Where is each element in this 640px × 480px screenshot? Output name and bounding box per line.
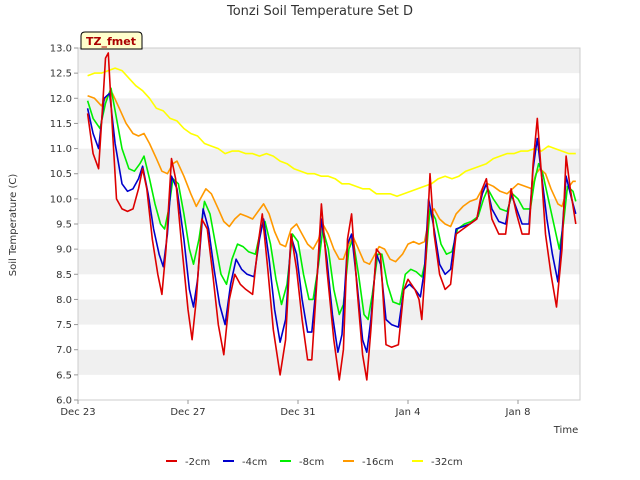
y-axis: 6.0 6.5 7.0 7.5 8.0 8.5 9.0 9.5 10.0 10.5 11.0 11.5… (50, 44, 78, 407)
y-tick-label: 13.0 (50, 44, 72, 55)
grid-band (78, 349, 580, 375)
y-tick-label: 7.5 (56, 320, 72, 331)
legend: -2cm -4cm -8cm -16cm -32cm (166, 457, 463, 468)
x-tick-label: Dec 27 (170, 407, 205, 418)
y-tick-label: 12.5 (50, 69, 72, 80)
series-line-neg2cm (86, 52, 577, 381)
y-tick-label: 12.0 (50, 94, 72, 105)
x-axis: Dec 23 Dec 27 Dec 31 Jan 4 Jan 8 (60, 400, 530, 418)
y-tick-label: 9.5 (56, 220, 72, 231)
y-tick-label: 9.0 (56, 245, 72, 256)
x-tick-label: Jan 4 (395, 407, 421, 418)
y-tick-label: 6.5 (56, 370, 72, 381)
grid-band (78, 299, 580, 325)
badge-label: TZ_fmet (86, 35, 136, 48)
x-tick-label: Jan 8 (505, 407, 531, 418)
grid-band (78, 173, 580, 199)
x-tick-label: Dec 31 (280, 407, 315, 418)
legend-label: -16cm (362, 457, 394, 468)
site-badge: TZ_fmet (80, 31, 143, 50)
legend-label: -2cm (185, 457, 210, 468)
y-tick-label: 8.0 (56, 295, 72, 306)
y-tick-label: 10.5 (50, 169, 72, 180)
y-tick-label: 6.0 (56, 396, 72, 407)
y-tick-label: 11.5 (50, 119, 72, 130)
y-axis-title: Soil Temperature (C) (8, 174, 19, 277)
plot-series (86, 52, 577, 381)
series-line-neg32cm (87, 67, 576, 198)
y-tick-label: 8.5 (56, 270, 72, 281)
legend-label: -32cm (431, 457, 463, 468)
grid-band (78, 324, 580, 350)
legend-label: -4cm (242, 457, 267, 468)
series-line-neg16cm (87, 92, 576, 265)
y-tick-label: 7.0 (56, 345, 72, 356)
grid-band (78, 48, 580, 74)
grid-band (78, 198, 580, 224)
y-tick-label: 11.0 (50, 144, 72, 155)
x-axis-title: Time (553, 425, 578, 436)
grid-band (78, 123, 580, 149)
badge-box (80, 31, 143, 50)
x-tick-label: Dec 23 (60, 407, 95, 418)
grid-band (78, 98, 580, 124)
plot-background (78, 48, 580, 400)
legend-label: -8cm (299, 457, 324, 468)
grid-band (78, 73, 580, 99)
grid-band (78, 374, 580, 400)
y-tick-label: 10.0 (50, 194, 72, 205)
chart-title: Tonzi Soil Temperature Set D (226, 4, 413, 19)
